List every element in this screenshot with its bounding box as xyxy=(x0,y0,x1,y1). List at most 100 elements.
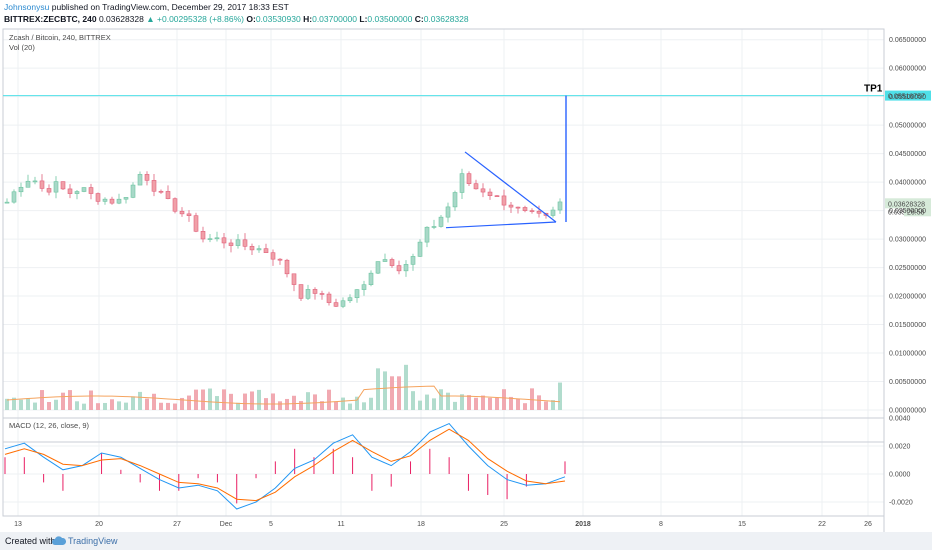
candle-body xyxy=(417,241,423,257)
candle-body xyxy=(459,173,465,193)
candle-body xyxy=(130,184,136,198)
y-tick-label: 0.00000000 xyxy=(889,408,926,415)
candle-body xyxy=(67,188,73,194)
volume-bar xyxy=(327,389,331,410)
volume-bar xyxy=(537,395,541,410)
y-tick-label: 0.04000000 xyxy=(889,180,926,187)
volume-bar xyxy=(131,396,135,410)
signal-line xyxy=(4,428,566,502)
candle-body xyxy=(522,207,528,211)
low-label: L: xyxy=(359,14,368,24)
candle-body xyxy=(39,180,45,189)
lower-trendline xyxy=(445,221,557,229)
candle-body xyxy=(277,258,283,261)
candlesticks xyxy=(4,168,563,309)
y-tick-label: 0.03500000 xyxy=(889,208,926,215)
x-tick-label: 18 xyxy=(417,521,425,528)
tp1-label: TP1 xyxy=(864,84,883,95)
high-value: 0.03700000 xyxy=(312,14,358,24)
volume-bar xyxy=(439,389,443,410)
volume-bar xyxy=(138,391,142,410)
volume-bar xyxy=(33,402,37,410)
candle-body xyxy=(312,289,318,294)
volume-bar xyxy=(341,397,345,410)
candle-body xyxy=(438,216,444,227)
candle-body xyxy=(144,174,150,181)
volume-bar xyxy=(411,391,415,410)
candle-body xyxy=(431,226,437,228)
volume-bar xyxy=(509,396,513,410)
tp1-price-tag xyxy=(885,90,931,101)
x-tick-label: Dec xyxy=(220,521,233,528)
x-tick-label: 22 xyxy=(818,521,826,528)
candle-body xyxy=(305,289,311,299)
volume-bar xyxy=(12,397,16,410)
volume-bar xyxy=(481,395,485,410)
candle-body xyxy=(53,181,59,193)
x-tick-label: 11 xyxy=(337,521,344,528)
volume-bar xyxy=(271,393,275,410)
x-tick-label: 2018 xyxy=(575,521,591,528)
volume-bar xyxy=(222,389,226,410)
y-tick-label: 0.05000000 xyxy=(889,123,926,130)
main-pane-border xyxy=(2,28,885,443)
candle-body xyxy=(186,213,192,216)
volume-bar xyxy=(243,393,247,410)
volume-bar xyxy=(523,403,527,410)
macd-y-tick-label: -0.0020 xyxy=(889,500,913,507)
x-tick-label: 8 xyxy=(659,521,663,528)
volume-bar xyxy=(383,371,387,410)
candle-body xyxy=(480,188,486,193)
y-tick-label: 0.03000000 xyxy=(889,237,926,244)
author-link[interactable]: Johnsonysu xyxy=(4,2,50,12)
volume-bar xyxy=(47,401,51,410)
macd-title: MACD (12, 26, close, 9) xyxy=(9,421,90,430)
candle-body xyxy=(81,187,87,192)
candle-body xyxy=(235,239,241,246)
volume-bar xyxy=(229,393,233,410)
close-value: 0.03628328 xyxy=(423,14,469,24)
volume-indicator-label: Vol (20) xyxy=(9,43,35,52)
volume-bar xyxy=(250,391,254,410)
chart-title: Zcash / Bitcoin, 240, BITTREX xyxy=(9,33,111,42)
candle-body xyxy=(228,242,234,246)
volume-bar xyxy=(376,368,380,410)
volume-bar xyxy=(530,388,534,410)
x-tick-label: 27 xyxy=(173,521,181,528)
candle-body xyxy=(60,181,66,190)
candle-body xyxy=(340,300,346,307)
candle-body xyxy=(242,239,248,247)
tradingview-brand[interactable]: TradingView xyxy=(68,536,118,546)
candle-body xyxy=(151,180,157,192)
volume-bar xyxy=(103,402,107,410)
y-tick-label: 0.02500000 xyxy=(889,265,926,272)
volume-bar xyxy=(516,398,520,410)
x-tick-label: 25 xyxy=(500,521,508,528)
volume-bar xyxy=(355,396,359,410)
candle-body xyxy=(529,210,535,212)
close-label: C: xyxy=(414,14,424,24)
volume-bar xyxy=(348,403,352,410)
low-value: 0.03500000 xyxy=(367,14,413,24)
volume-bar xyxy=(26,398,30,410)
volume-bar xyxy=(362,402,366,410)
created-with-text: Created with xyxy=(5,536,56,546)
cloud-logo-icon xyxy=(52,536,66,545)
volume-bar xyxy=(159,402,163,410)
volume-bar xyxy=(96,403,100,410)
volume-bar xyxy=(180,397,184,410)
candle-body xyxy=(74,191,80,194)
candle-body xyxy=(403,264,409,272)
volume-bars xyxy=(5,364,562,410)
candle-body xyxy=(368,272,374,285)
candle-body xyxy=(298,284,304,299)
y-tick-label: 0.01500000 xyxy=(889,322,926,329)
volume-bar xyxy=(488,397,492,410)
candle-body xyxy=(263,248,269,253)
candle-body xyxy=(445,206,451,218)
volume-bar xyxy=(19,399,23,410)
x-tick-label: 20 xyxy=(95,521,103,528)
volume-bar xyxy=(236,402,240,410)
candle-body xyxy=(487,191,493,196)
